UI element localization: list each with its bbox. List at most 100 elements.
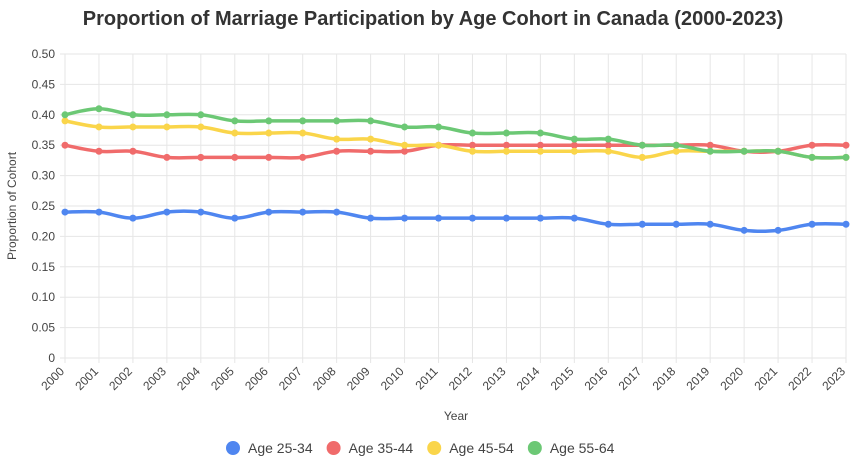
- series-line-4: [64, 106, 847, 160]
- data-point: [638, 220, 646, 228]
- data-point: [536, 214, 544, 222]
- y-tick-label: 0.15: [32, 260, 56, 274]
- chart-title: Proportion of Marriage Participation by …: [83, 8, 784, 30]
- x-tick-label: 2014: [514, 364, 543, 393]
- legend-label: Age 55-64: [550, 440, 615, 456]
- data-point: [842, 141, 850, 149]
- x-tick-label: 2012: [446, 364, 475, 393]
- series-line-1: [64, 209, 847, 233]
- x-tick-label: 2006: [242, 364, 271, 393]
- legend-swatch: [527, 441, 542, 455]
- data-point: [842, 153, 850, 161]
- data-point: [95, 123, 103, 131]
- x-tick-label: 2017: [616, 364, 645, 393]
- data-point: [401, 147, 409, 155]
- grid: [60, 53, 847, 363]
- data-point: [536, 147, 544, 155]
- x-tick-label: 2020: [717, 364, 746, 393]
- x-tick-label: 2019: [684, 364, 713, 393]
- data-point: [502, 141, 510, 149]
- data-point: [163, 111, 171, 119]
- legend-label: Age 25-34: [248, 440, 313, 456]
- data-point: [61, 208, 69, 216]
- x-tick-label: 2008: [310, 364, 339, 393]
- data-point: [333, 208, 341, 216]
- legend-swatch: [226, 441, 240, 455]
- data-point: [367, 117, 375, 125]
- data-point: [163, 123, 171, 131]
- data-point: [706, 220, 714, 228]
- data-point: [61, 117, 69, 125]
- y-tick-label: 0.35: [32, 138, 56, 152]
- x-tick-label: 2022: [785, 364, 814, 393]
- data-point: [401, 214, 409, 222]
- data-point: [367, 147, 375, 155]
- x-tick-label: 2021: [751, 364, 780, 393]
- data-point: [672, 141, 680, 149]
- data-point: [740, 147, 748, 155]
- data-point: [468, 147, 476, 155]
- x-tick-label: 2015: [548, 364, 577, 393]
- data-point: [231, 214, 239, 222]
- data-point: [163, 208, 171, 216]
- data-point: [435, 141, 443, 149]
- data-point: [604, 135, 612, 143]
- data-point: [265, 153, 273, 161]
- data-point: [808, 153, 816, 161]
- data-point: [231, 153, 239, 161]
- data-point: [435, 123, 443, 131]
- x-tick-label: 2005: [208, 364, 237, 393]
- data-point: [536, 129, 544, 137]
- y-tick-label: 0.50: [32, 47, 56, 61]
- data-point: [265, 129, 273, 137]
- data-point: [333, 117, 341, 125]
- data-point: [468, 141, 476, 149]
- data-point: [197, 208, 205, 216]
- data-point: [604, 220, 612, 228]
- y-axis-label: Proportion of Cohort: [5, 151, 19, 260]
- data-point: [401, 141, 409, 149]
- data-point: [604, 141, 612, 149]
- data-point: [61, 141, 69, 149]
- data-point: [61, 111, 69, 119]
- legend-label: Age 45-54: [449, 440, 514, 456]
- x-tick-label: 2007: [276, 364, 305, 393]
- y-tick-label: 0.30: [32, 169, 56, 183]
- data-point: [197, 111, 205, 119]
- data-point: [299, 153, 307, 161]
- data-point: [536, 141, 544, 149]
- data-point: [197, 153, 205, 161]
- legend-label: Age 35-44: [349, 440, 414, 456]
- data-point: [502, 147, 510, 155]
- x-axis-label: Year: [444, 409, 468, 423]
- x-tick-label: 2011: [412, 364, 440, 392]
- y-tick-label: 0.40: [32, 108, 56, 122]
- legend-swatch: [427, 441, 442, 455]
- y-tick-label: 0.05: [32, 321, 56, 335]
- data-point: [706, 141, 714, 149]
- data-point: [299, 129, 307, 137]
- data-point: [231, 129, 239, 137]
- data-point: [672, 220, 680, 228]
- data-point: [299, 208, 307, 216]
- legend-swatch: [326, 441, 341, 455]
- data-point: [774, 226, 782, 234]
- data-point: [129, 147, 137, 155]
- x-tick-label: 2016: [582, 364, 611, 393]
- data-point: [706, 147, 714, 155]
- x-tick-label: 2000: [38, 364, 67, 393]
- x-tick-label: 2001: [72, 364, 101, 393]
- data-point: [842, 220, 850, 228]
- data-point: [129, 214, 137, 222]
- data-point: [774, 147, 782, 155]
- data-point: [468, 129, 476, 137]
- data-point: [672, 147, 680, 155]
- data-point: [95, 147, 103, 155]
- data-point: [265, 208, 273, 216]
- x-tick-label: 2010: [378, 364, 407, 393]
- y-tick-label: 0.20: [32, 229, 56, 243]
- data-point: [570, 141, 578, 149]
- y-tick-label: 0.45: [32, 77, 56, 91]
- data-point: [808, 220, 816, 228]
